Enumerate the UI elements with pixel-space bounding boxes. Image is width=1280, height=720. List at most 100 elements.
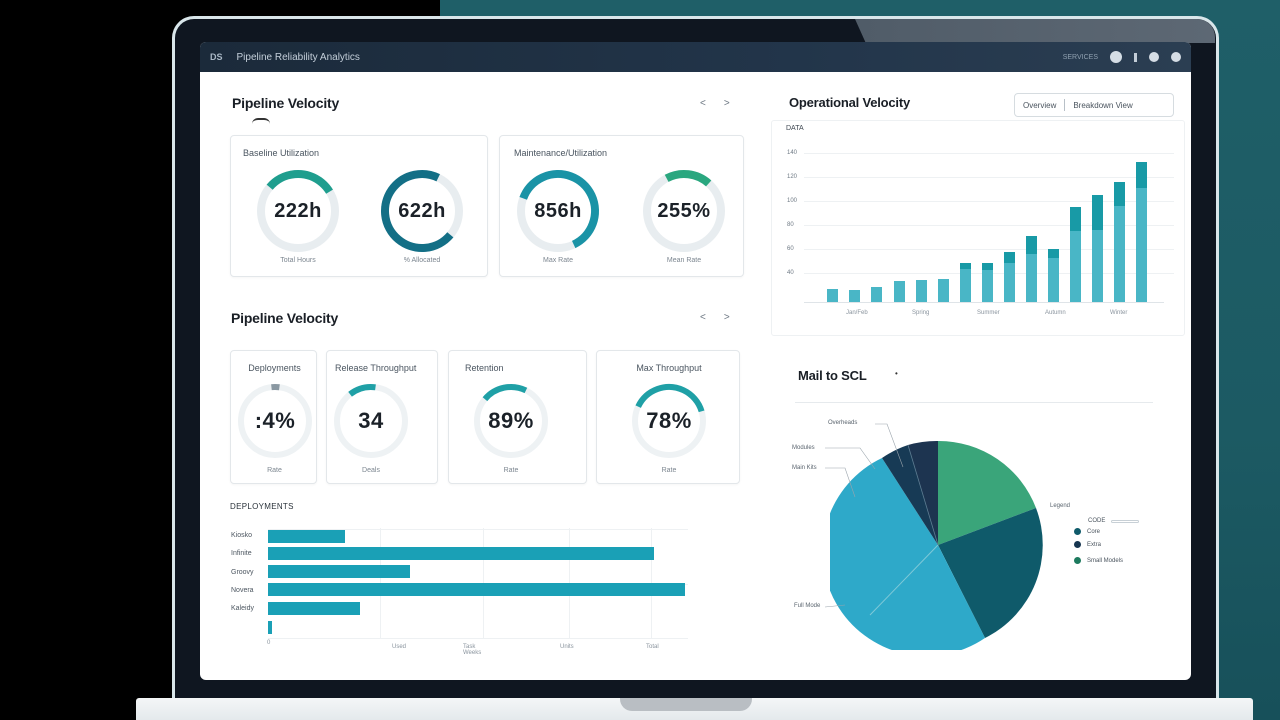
hbar-label: Infinite <box>231 550 252 557</box>
legend-item[interactable]: CODE <box>1088 518 1140 524</box>
gridline <box>804 249 1174 250</box>
vbar[interactable] <box>1136 162 1147 302</box>
gauge-max-rate: 856h <box>515 168 601 254</box>
gauge-ring-icon <box>517 169 599 252</box>
kpi-card-deployments[interactable]: Deployments :4% Rate <box>230 350 317 484</box>
card-label: Baseline Utilization <box>243 148 320 158</box>
x-label: Summer <box>977 310 1000 316</box>
kpi-sub: Rate <box>267 467 282 474</box>
vbar[interactable] <box>894 281 905 302</box>
settings-icon[interactable] <box>1171 52 1181 62</box>
next-arrow-icon[interactable]: > <box>723 98 730 109</box>
legend-dot-icon <box>1074 528 1081 535</box>
section2-nav: < > <box>700 312 730 323</box>
kpi-gauge: 78% <box>629 381 709 461</box>
axis-tick: Task Weeks <box>463 644 482 656</box>
vbar[interactable] <box>1092 195 1103 302</box>
x-label: Autumn <box>1045 310 1066 316</box>
user-avatar-icon[interactable] <box>1110 51 1122 63</box>
gridline <box>268 529 688 530</box>
axis-tick: 0 <box>267 640 271 646</box>
gridline <box>804 153 1174 154</box>
title-bar: DS Pipeline Reliability Analytics SERVIC… <box>200 42 1191 72</box>
pie-callout-lines <box>824 423 904 608</box>
info-dot-icon[interactable]: • <box>895 369 898 378</box>
gridline <box>804 201 1174 202</box>
vbar[interactable] <box>827 289 838 302</box>
vbar[interactable] <box>871 287 882 302</box>
vbar[interactable] <box>916 280 927 302</box>
pie-title: Mail to SCL <box>798 368 867 383</box>
pie-callout: Overheads <box>828 420 858 426</box>
kpi-card-throughput[interactable]: Release Throughput 34 Deals <box>326 350 438 484</box>
divider-icon <box>1134 52 1137 62</box>
hbar-label: Groovy <box>231 569 254 576</box>
kpi-value: 34 <box>358 408 384 433</box>
legend-item[interactable]: Extra <box>1074 541 1101 548</box>
vbar[interactable] <box>849 290 860 302</box>
vbar[interactable] <box>938 279 949 302</box>
vbar[interactable] <box>1114 182 1125 302</box>
hbar-kiosko[interactable] <box>268 530 345 543</box>
gauge-ring-icon <box>643 170 725 252</box>
kpi-label: Deployments <box>248 363 301 373</box>
section-title-velocity: Pipeline Velocity <box>232 95 340 111</box>
axis-tick: Used <box>392 644 407 650</box>
vbar-plot <box>772 121 1186 302</box>
hbar-empty[interactable] <box>268 621 272 634</box>
y-tick: 100 <box>787 198 798 204</box>
notification-icon[interactable] <box>1149 52 1159 62</box>
vbar[interactable] <box>1048 249 1059 302</box>
kpi-sub: Deals <box>362 467 380 474</box>
section1-nav: < > <box>700 98 730 109</box>
pie-callout: Full Mode <box>794 603 821 609</box>
laptop-notch <box>620 698 752 711</box>
axis-tick: Units <box>560 644 574 650</box>
gridline <box>268 638 688 639</box>
pie-callout: Modules <box>792 445 815 451</box>
hbar-novera[interactable] <box>268 583 685 596</box>
vbar[interactable] <box>982 263 993 302</box>
legend-item[interactable]: Core <box>1074 528 1100 535</box>
vbar[interactable] <box>1070 207 1081 302</box>
gauge-mean-rate: 255% <box>641 168 727 254</box>
titlebar-controls: SERVICES <box>1063 51 1181 63</box>
kpi-card-max-throughput[interactable]: Max Throughput 78% Rate <box>596 350 740 484</box>
gauge-ring-icon <box>381 170 463 252</box>
gauge-value: 222h <box>274 199 322 222</box>
gauge-sub: % Allocated <box>403 257 441 264</box>
vbar-chart-title: Operational Velocity <box>789 95 910 110</box>
pie-divider <box>795 402 1153 403</box>
toggle-overview[interactable]: Overview <box>1023 100 1057 110</box>
hbar-label: Kaleidy <box>231 605 254 612</box>
hbar-groovy[interactable] <box>268 565 410 578</box>
legend-title: Legend <box>1050 503 1071 509</box>
status-text: SERVICES <box>1062 53 1098 61</box>
baseline-card: Baseline Utilization 222h Total Hours 62… <box>230 135 488 277</box>
kpi-label: Retention <box>465 363 504 373</box>
gauge-sub: Mean Rate <box>666 257 702 264</box>
toggle-breakdown[interactable]: Breakdown View <box>1073 100 1133 110</box>
hbar-label: Novera <box>231 587 254 594</box>
window-title: Pipeline Reliability Analytics <box>236 51 360 63</box>
kpi-value: 78% <box>646 408 692 433</box>
next-arrow-icon[interactable]: > <box>723 312 730 323</box>
card-label: Maintenance/Utilization <box>514 148 608 158</box>
gauge-value: 622h <box>398 199 446 222</box>
gauge-value: 856h <box>534 199 582 222</box>
vbar[interactable] <box>960 263 971 302</box>
legend-label: CODE <box>1088 518 1106 524</box>
hbar-infinite[interactable] <box>268 547 654 560</box>
kpi-sub: Rate <box>661 467 677 474</box>
legend-item[interactable]: Small Models <box>1074 557 1123 564</box>
prev-arrow-icon[interactable]: < <box>700 312 706 323</box>
kpi-gauge: :4% <box>235 381 315 461</box>
pie-slice-green <box>938 440 1036 545</box>
view-toggle: Overview Breakdown View <box>1014 93 1174 117</box>
vbar[interactable] <box>1026 236 1037 302</box>
vbar[interactable] <box>1004 252 1015 302</box>
gauge-allocated: 622h <box>379 168 465 254</box>
prev-arrow-icon[interactable]: < <box>700 98 706 109</box>
kpi-card-retention[interactable]: Retention 89% Rate <box>448 350 587 484</box>
hbar-kaleidy[interactable] <box>268 602 360 615</box>
